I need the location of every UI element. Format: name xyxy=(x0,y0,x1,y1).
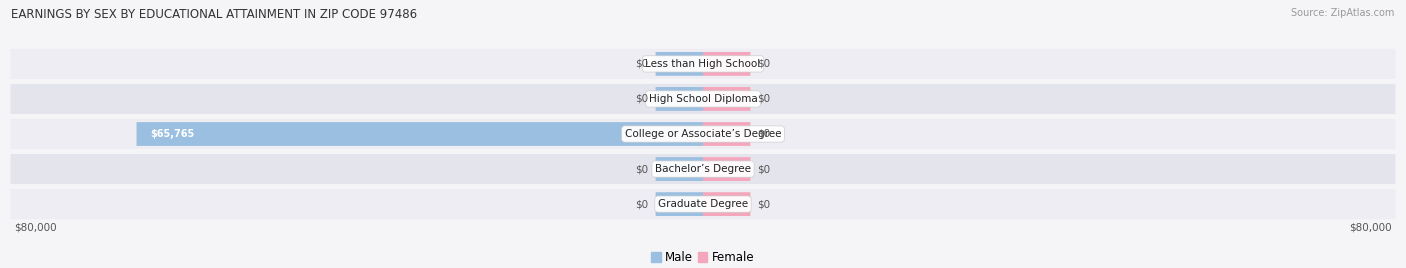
Text: $0: $0 xyxy=(636,164,648,174)
FancyBboxPatch shape xyxy=(703,157,751,181)
FancyBboxPatch shape xyxy=(655,192,703,216)
FancyBboxPatch shape xyxy=(10,49,1396,79)
Text: $0: $0 xyxy=(636,199,648,209)
FancyBboxPatch shape xyxy=(655,52,703,76)
Text: Less than High School: Less than High School xyxy=(645,59,761,69)
Text: $65,765: $65,765 xyxy=(150,129,194,139)
Text: $0: $0 xyxy=(636,94,648,104)
Text: $0: $0 xyxy=(758,199,770,209)
FancyBboxPatch shape xyxy=(10,154,1396,184)
Text: Source: ZipAtlas.com: Source: ZipAtlas.com xyxy=(1291,8,1395,18)
FancyBboxPatch shape xyxy=(703,52,751,76)
Text: $0: $0 xyxy=(758,94,770,104)
FancyBboxPatch shape xyxy=(10,119,1396,149)
FancyBboxPatch shape xyxy=(703,122,751,146)
FancyBboxPatch shape xyxy=(10,84,1396,114)
Text: $0: $0 xyxy=(758,59,770,69)
FancyBboxPatch shape xyxy=(703,87,751,111)
Text: High School Diploma: High School Diploma xyxy=(648,94,758,104)
Text: College or Associate’s Degree: College or Associate’s Degree xyxy=(624,129,782,139)
FancyBboxPatch shape xyxy=(136,122,703,146)
FancyBboxPatch shape xyxy=(655,157,703,181)
FancyBboxPatch shape xyxy=(703,192,751,216)
FancyBboxPatch shape xyxy=(10,189,1396,219)
Text: Graduate Degree: Graduate Degree xyxy=(658,199,748,209)
Text: $80,000: $80,000 xyxy=(14,222,56,232)
Text: EARNINGS BY SEX BY EDUCATIONAL ATTAINMENT IN ZIP CODE 97486: EARNINGS BY SEX BY EDUCATIONAL ATTAINMEN… xyxy=(11,8,418,21)
Legend: Male, Female: Male, Female xyxy=(647,246,759,268)
Text: $0: $0 xyxy=(636,59,648,69)
Text: Bachelor’s Degree: Bachelor’s Degree xyxy=(655,164,751,174)
Text: $80,000: $80,000 xyxy=(1350,222,1392,232)
Text: $0: $0 xyxy=(758,164,770,174)
FancyBboxPatch shape xyxy=(655,87,703,111)
Text: $0: $0 xyxy=(758,129,770,139)
